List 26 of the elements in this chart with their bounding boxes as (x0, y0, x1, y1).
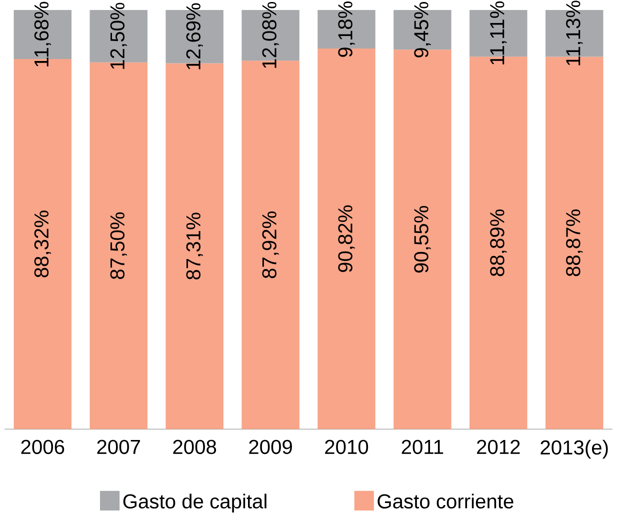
legend-label: Gasto corriente (378, 494, 514, 508)
data-label: 88,89% (490, 209, 507, 276)
data-label: 11,11% (490, 1, 507, 64)
x-tick-label: 2008 (173, 440, 216, 454)
legend-label: Gasto de capital (123, 494, 266, 512)
data-label: 12,50% (110, 2, 127, 69)
data-label: 9,45% (414, 2, 431, 58)
data-label: 87,92% (262, 212, 279, 278)
x-tick-label: 2007 (97, 440, 140, 454)
data-label: 87,50% (110, 212, 127, 280)
data-label: 90,82% (338, 205, 355, 272)
data-label: 11,13% (566, 0, 583, 66)
data-label: 88,87% (566, 210, 583, 276)
x-tick-label: 2013(e) (540, 440, 608, 459)
x-tick-label: 2006 (21, 440, 64, 454)
data-label: 87,31% (186, 212, 203, 280)
data-label: 90,55% (414, 206, 431, 273)
data-label: 12,69% (186, 3, 203, 70)
x-tick-label: 2012 (477, 440, 520, 454)
data-label: 12,08% (262, 2, 279, 68)
data-label: 88,32% (34, 210, 51, 278)
data-label: 11,68% (34, 2, 51, 66)
data-label: 9,18% (338, 1, 355, 57)
x-tick-label: 2009 (249, 440, 292, 454)
x-tick-label: 2010 (325, 440, 368, 454)
x-tick-label: 2011 (402, 440, 444, 454)
